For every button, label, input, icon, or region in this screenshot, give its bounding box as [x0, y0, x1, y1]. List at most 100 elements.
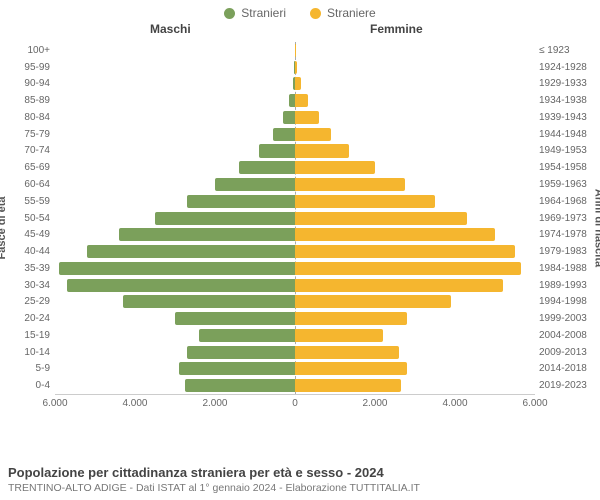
- chart-title: Popolazione per cittadinanza straniera p…: [8, 465, 592, 480]
- female-bar: [295, 362, 407, 375]
- x-tick: 0: [292, 398, 298, 409]
- male-half: [55, 42, 295, 59]
- age-label: 45-49: [10, 229, 50, 240]
- age-label: 75-79: [10, 129, 50, 140]
- legend-item-female: Straniere: [310, 6, 376, 20]
- female-half: [295, 361, 535, 378]
- age-label: 60-64: [10, 179, 50, 190]
- pyramid-row: 85-891934-1938: [55, 92, 535, 109]
- male-half: [55, 243, 295, 260]
- female-half: [295, 159, 535, 176]
- female-bar: [295, 245, 515, 258]
- female-half: [295, 243, 535, 260]
- female-bar: [295, 295, 451, 308]
- male-half: [55, 277, 295, 294]
- x-tick: 2.000: [202, 398, 227, 409]
- pyramid-row: 50-541969-1973: [55, 210, 535, 227]
- female-bar: [295, 178, 405, 191]
- male-half: [55, 310, 295, 327]
- pyramid-chart: Fasce di età Anni di nascita 100+≤ 19239…: [0, 38, 600, 418]
- year-label: 1969-1973: [539, 213, 597, 224]
- pyramid-row: 65-691954-1958: [55, 159, 535, 176]
- male-bar: [273, 128, 295, 141]
- x-tick: 4.000: [442, 398, 467, 409]
- female-half: [295, 327, 535, 344]
- male-bar: [185, 379, 295, 392]
- age-label: 90-94: [10, 78, 50, 89]
- age-label: 10-14: [10, 347, 50, 358]
- pyramid-row: 55-591964-1968: [55, 193, 535, 210]
- age-label: 5-9: [10, 363, 50, 374]
- female-bar: [295, 379, 401, 392]
- pyramid-row: 30-341989-1993: [55, 277, 535, 294]
- age-label: 85-89: [10, 95, 50, 106]
- female-half: [295, 126, 535, 143]
- pyramid-row: 0-42019-2023: [55, 377, 535, 394]
- age-label: 80-84: [10, 112, 50, 123]
- male-half: [55, 210, 295, 227]
- age-label: 30-34: [10, 280, 50, 291]
- female-bar: [295, 44, 296, 57]
- pyramid-row: 100+≤ 1923: [55, 42, 535, 59]
- pyramid-row: 75-791944-1948: [55, 126, 535, 143]
- legend-label-male: Stranieri: [241, 6, 286, 20]
- male-half: [55, 260, 295, 277]
- year-label: 1929-1933: [539, 78, 597, 89]
- age-label: 20-24: [10, 313, 50, 324]
- pyramid-row: 90-941929-1933: [55, 76, 535, 93]
- female-half: [295, 92, 535, 109]
- year-label: 2004-2008: [539, 330, 597, 341]
- male-bar: [239, 161, 295, 174]
- female-bar: [295, 262, 521, 275]
- male-half: [55, 92, 295, 109]
- female-bar: [295, 228, 495, 241]
- legend-swatch-male: [224, 8, 235, 19]
- male-bar: [283, 111, 295, 124]
- x-tick: 2.000: [362, 398, 387, 409]
- year-label: 1984-1988: [539, 263, 597, 274]
- pyramid-row: 15-192004-2008: [55, 327, 535, 344]
- year-label: 1959-1963: [539, 179, 597, 190]
- male-half: [55, 344, 295, 361]
- year-label: 2009-2013: [539, 347, 597, 358]
- female-bar: [295, 161, 375, 174]
- pyramid-row: 10-142009-2013: [55, 344, 535, 361]
- age-label: 35-39: [10, 263, 50, 274]
- female-half: [295, 293, 535, 310]
- header-female: Femmine: [370, 22, 423, 36]
- male-bar: [215, 178, 295, 191]
- x-tick: 6.000: [522, 398, 547, 409]
- male-half: [55, 59, 295, 76]
- female-half: [295, 176, 535, 193]
- male-bar: [155, 212, 295, 225]
- male-half: [55, 361, 295, 378]
- female-half: [295, 344, 535, 361]
- pyramid-row: 25-291994-1998: [55, 293, 535, 310]
- male-half: [55, 226, 295, 243]
- female-half: [295, 377, 535, 394]
- year-label: 1974-1978: [539, 229, 597, 240]
- male-half: [55, 143, 295, 160]
- male-bar: [199, 329, 295, 342]
- pyramid-row: 60-641959-1963: [55, 176, 535, 193]
- female-bar: [295, 144, 349, 157]
- age-label: 65-69: [10, 162, 50, 173]
- female-bar: [295, 94, 308, 107]
- age-label: 25-29: [10, 296, 50, 307]
- male-bar: [59, 262, 295, 275]
- female-half: [295, 260, 535, 277]
- age-label: 100+: [10, 45, 50, 56]
- column-headers: Maschi Femmine: [0, 22, 600, 38]
- male-half: [55, 76, 295, 93]
- year-label: 2014-2018: [539, 363, 597, 374]
- year-label: 1939-1943: [539, 112, 597, 123]
- age-label: 40-44: [10, 246, 50, 257]
- male-half: [55, 193, 295, 210]
- legend-swatch-female: [310, 8, 321, 19]
- x-axis: 6.0004.0002.00002.0004.0006.000: [55, 394, 535, 418]
- male-half: [55, 176, 295, 193]
- year-label: 1944-1948: [539, 129, 597, 140]
- legend-item-male: Stranieri: [224, 6, 286, 20]
- female-half: [295, 59, 535, 76]
- age-label: 50-54: [10, 213, 50, 224]
